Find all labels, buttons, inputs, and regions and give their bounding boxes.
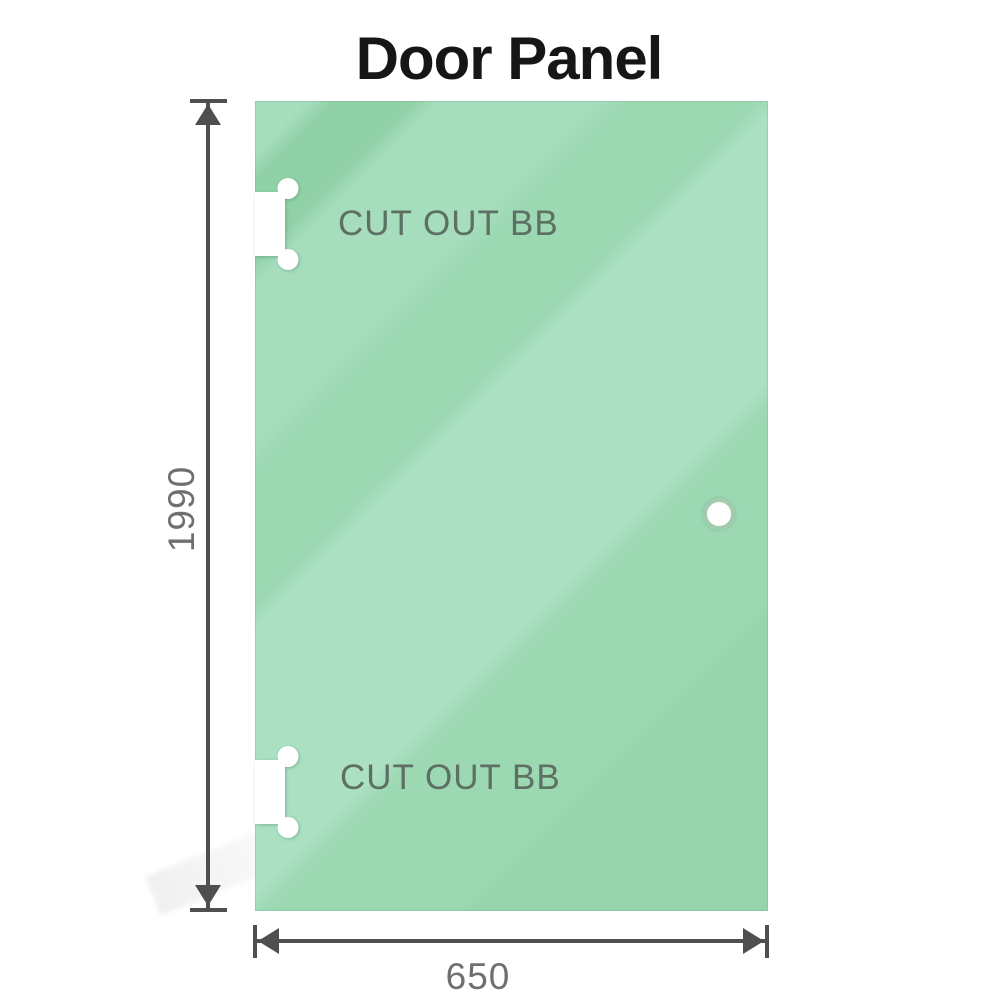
width-dimension-line <box>256 939 767 943</box>
cutout-top-label: CUT OUT BB <box>338 204 559 243</box>
height-dimension-cap-top <box>190 99 227 103</box>
hinge-cutout-bottom-icon <box>255 746 299 838</box>
width-dimension-label: 650 <box>445 956 511 997</box>
glass-door-panel <box>255 101 768 911</box>
arrow-right-icon <box>743 928 764 954</box>
width-dimension-tick-left <box>253 925 257 958</box>
arrow-left-icon <box>258 928 279 954</box>
height-dimension-line <box>206 103 210 909</box>
hinge-cutout-top-icon <box>255 178 299 270</box>
diagram-title: Door Panel <box>355 25 664 92</box>
height-dimension-cap-bottom <box>190 908 227 912</box>
height-dimension-label: 1990 <box>161 465 202 553</box>
handle-hole-icon <box>703 498 735 530</box>
width-dimension-tick-right <box>765 925 769 958</box>
cutout-bottom-label: CUT OUT BB <box>340 758 561 797</box>
arrow-up-icon <box>195 104 221 125</box>
arrow-down-icon <box>195 885 221 906</box>
